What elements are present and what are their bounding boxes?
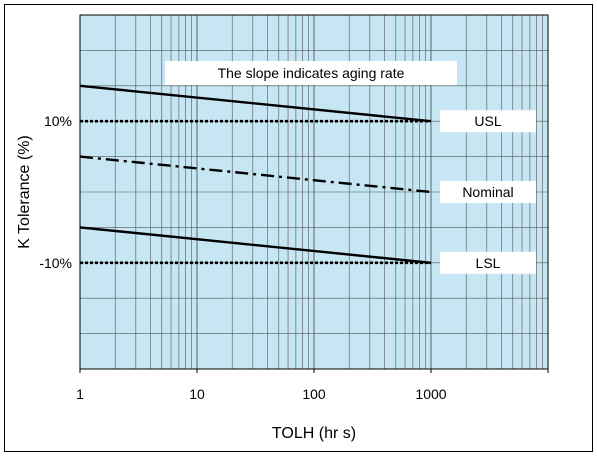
line-label-usl: USL xyxy=(474,113,501,129)
line-label-box xyxy=(440,251,536,274)
line-label-box xyxy=(440,181,536,203)
series-line-lsl xyxy=(79,226,432,264)
line-label-nominal: Nominal xyxy=(462,184,513,200)
x-axis-title: TOLH (hr s) xyxy=(272,425,356,442)
annotation-text: The slope indicates aging rate xyxy=(218,65,405,81)
line-label-lsl: LSL xyxy=(476,255,501,271)
x-tick-label: 1 xyxy=(76,386,84,402)
series-line-usl xyxy=(79,84,432,123)
y-tick-label: 10% xyxy=(44,113,72,129)
x-tick-label: 10 xyxy=(189,386,205,402)
chart-frame xyxy=(4,4,593,452)
annotation-box xyxy=(165,61,457,85)
y-tick-label: -10% xyxy=(39,255,72,271)
x-tick-label: 1000 xyxy=(415,386,446,402)
line-label-box xyxy=(440,110,536,133)
series-line-nominal xyxy=(79,155,432,194)
x-tick-label: 100 xyxy=(302,386,326,402)
y-axis-title: K Tolerance (%) xyxy=(16,135,33,249)
